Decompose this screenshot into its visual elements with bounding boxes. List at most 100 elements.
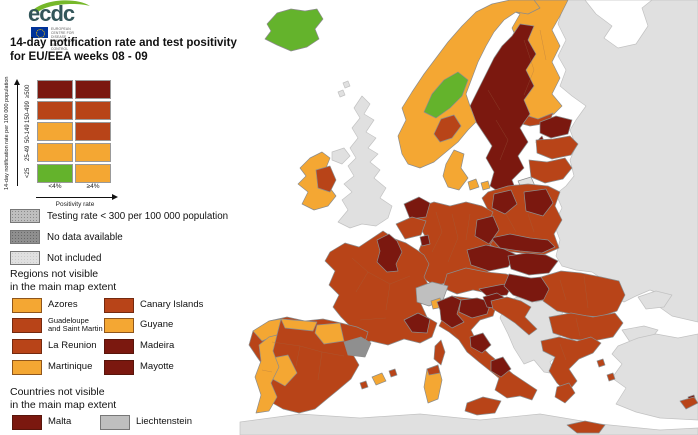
matrix-cell	[75, 122, 111, 141]
map-denmark	[442, 149, 469, 191]
matrix-cell	[37, 164, 73, 183]
ecdc-logo-swirl-icon	[32, 0, 90, 12]
matrix-y-axis-arrow-icon	[14, 79, 20, 85]
map-sardinia-north-region	[426, 364, 441, 376]
legend-la-reunion: La Reunion	[12, 337, 97, 355]
map-north-africa	[239, 413, 698, 435]
madeira-swatch	[104, 338, 134, 354]
legend-testing-rate: Testing rate < 300 per 100 000 populatio…	[10, 208, 228, 224]
map-title-line1: 14-day notification rate and test positi…	[10, 37, 237, 49]
map-norway-inland-region	[423, 71, 469, 119]
legend-azores: Azores	[12, 296, 78, 314]
azores-swatch	[12, 297, 42, 313]
map-luxembourg	[419, 234, 431, 247]
ecdc-logo: ecdc EUROPEAN CENTRE FOR DISEASE PREVENT…	[28, 0, 90, 51]
map-italy-northwest-region	[436, 295, 465, 329]
ecdc-logo-subtext: EUROPEAN CENTRE FOR DISEASE PREVENTION A…	[51, 27, 75, 51]
legend-malta: Malta	[12, 413, 71, 431]
guyane-swatch	[104, 317, 134, 333]
map-faroe-islands	[337, 89, 346, 98]
matrix-y-axis-label: 14-day notification rate per 100 000 pop…	[4, 76, 10, 190]
legend-not-included: Not included	[10, 250, 101, 266]
guadeloupe-swatch	[12, 317, 42, 333]
legend-martinique: Martinique	[12, 358, 92, 376]
countries-section-heading: Countries not visible in the main map ex…	[10, 386, 117, 411]
malta-swatch	[12, 414, 42, 430]
legend-guyane: Guyane	[104, 316, 173, 334]
map-cyprus	[679, 396, 698, 410]
map-aegean-island	[606, 372, 616, 382]
map-croatia	[490, 296, 538, 336]
matrix-y-axis	[17, 84, 18, 186]
legend-panel: ecdc EUROPEAN CENTRE FOR DISEASE PREVENT…	[0, 0, 240, 435]
matrix-cell	[75, 80, 111, 99]
legend-guadeloupe: Guadeloupe and Saint Martin	[12, 316, 103, 334]
map-poland-northeast-region	[523, 188, 554, 217]
no-data-swatch	[10, 230, 40, 244]
map-title-line2: for EU/EEA weeks 08 - 09	[10, 51, 148, 63]
map-faroe-islands	[342, 80, 351, 89]
map-catalonia-no-data	[343, 336, 372, 358]
map-greece	[540, 336, 602, 394]
matrix-row-label: 50-149	[25, 124, 31, 143]
map-italy-campania-region	[490, 356, 512, 378]
matrix-cell	[37, 80, 73, 99]
map-white-sea	[584, 0, 653, 49]
matrix-cell	[37, 101, 73, 120]
map-france-provence-region	[403, 312, 431, 334]
map-admin-borders	[261, 29, 589, 381]
map-aegean-island	[596, 358, 606, 368]
matrix-x-axis-label: Positivity rate	[55, 201, 95, 208]
map-corsica	[433, 339, 446, 366]
map-netherlands	[403, 196, 431, 220]
map-turkey	[611, 333, 698, 421]
map-northern-ireland	[331, 147, 351, 165]
matrix-x-axis-arrow-icon	[112, 194, 118, 200]
map-poland-south-region	[490, 233, 556, 254]
la-reunion-swatch	[12, 338, 42, 354]
map-italy-northeast-region	[458, 297, 492, 319]
map-denmark-zealand	[480, 180, 491, 191]
map-peloponnese	[554, 382, 576, 404]
map-lithuania	[528, 157, 573, 184]
matrix-row-label: ≥500	[25, 84, 31, 98]
map-mallorca	[371, 372, 387, 386]
map-title: 14-day notification rate and test positi…	[10, 36, 245, 64]
matrix-x-axis	[36, 197, 112, 198]
map-portugal	[254, 334, 280, 414]
map-norway	[397, 0, 541, 169]
legend-canary-islands: Canary Islands	[104, 296, 203, 314]
matrix-cell	[75, 101, 111, 120]
map-norway-oslo-region	[433, 114, 462, 143]
matrix-cell	[75, 143, 111, 162]
testing-rate-swatch	[10, 209, 40, 223]
map-denmark-funen	[467, 178, 480, 191]
liechtenstein-swatch	[100, 414, 130, 430]
canary-islands-swatch	[104, 297, 134, 313]
matrix-cell	[37, 143, 73, 162]
map-sweden	[469, 23, 537, 195]
matrix-col-label: ≥4%	[86, 183, 100, 190]
map-ireland-east-region	[315, 165, 337, 193]
not-included-swatch	[10, 251, 40, 265]
legend-liechtenstein: Liechtenstein	[100, 413, 192, 431]
eu-flag-icon	[31, 27, 48, 38]
map-latvia	[535, 135, 579, 160]
map-france-paris-region	[376, 233, 403, 273]
matrix-cell	[75, 164, 111, 183]
map-italy-central-region	[469, 332, 492, 354]
map-belgium	[395, 216, 427, 240]
map-spain-north-coast-region	[280, 318, 318, 332]
map-germany-east-region	[474, 215, 500, 245]
map-spain-navarra-aragon-region	[314, 322, 345, 345]
mayotte-swatch	[104, 359, 134, 375]
legend-madeira: Madeira	[104, 337, 174, 355]
matrix-row-label: <25	[25, 167, 31, 178]
map-menorca	[388, 368, 398, 378]
map-slovakia	[507, 252, 559, 276]
map-sicily	[464, 396, 502, 416]
martinique-swatch	[12, 359, 42, 375]
map-crete	[566, 420, 606, 434]
